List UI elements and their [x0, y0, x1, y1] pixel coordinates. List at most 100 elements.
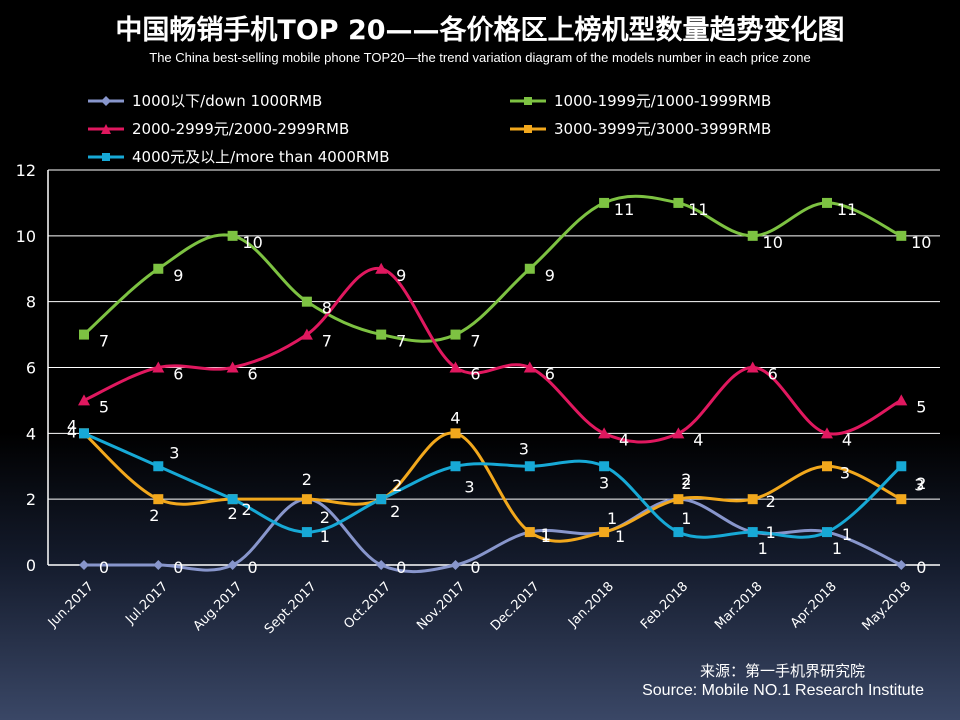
- data-point: [822, 527, 832, 538]
- x-tick-label: Apr.2018: [788, 579, 840, 631]
- series-line: [83, 194, 902, 343]
- data-label: 7: [99, 332, 109, 351]
- data-point: [449, 361, 462, 373]
- data-label: 0: [248, 558, 258, 577]
- legend-label-2000-2999: 2000-2999元/2000-2999RMB: [132, 120, 350, 138]
- legend-item-2000-2999: 2000-2999元/2000-2999RMB: [88, 118, 349, 139]
- data-label: 1: [842, 525, 852, 544]
- data-label: 7: [322, 332, 332, 351]
- data-label: 1: [320, 527, 330, 546]
- x-tick-label: Dec.2017: [488, 579, 543, 634]
- data-point: [524, 461, 535, 472]
- data-label: 3: [464, 477, 474, 496]
- data-label: 4: [450, 408, 460, 427]
- data-point: [747, 494, 758, 505]
- data-label: 8: [322, 299, 332, 318]
- chart-subtitle: The China best-selling mobile phone TOP2…: [149, 50, 811, 65]
- data-label: 9: [173, 266, 183, 285]
- data-label: 6: [768, 365, 778, 384]
- legend-swatch-3000-3999: [510, 122, 546, 136]
- data-point: [79, 329, 89, 340]
- x-tick-label: Jun.2017: [45, 579, 97, 631]
- data-label: 0: [916, 558, 926, 577]
- data-label: 2: [228, 504, 238, 523]
- data-label: 2: [681, 470, 691, 489]
- data-point: [896, 560, 907, 570]
- x-tick-label: Jul.2017: [122, 579, 171, 628]
- data-point: [598, 427, 611, 439]
- y-tick-label: 12: [16, 161, 36, 180]
- data-point: [673, 494, 684, 505]
- data-label: 1: [681, 509, 691, 528]
- data-point: [450, 329, 461, 340]
- x-tick-label: Mar.2018: [712, 579, 765, 632]
- data-label: 1: [766, 523, 776, 542]
- data-point: [747, 230, 758, 241]
- legend-swatch-1000-1999: [510, 94, 546, 108]
- data-point: [153, 494, 164, 505]
- legend-swatch-above-4000: [88, 150, 124, 164]
- data-label: 5: [916, 397, 926, 416]
- data-label: 2: [392, 476, 402, 495]
- data-point: [376, 494, 387, 505]
- data-point: [822, 197, 832, 208]
- x-tick-label: Oct.2017: [341, 579, 394, 632]
- y-tick-label: 4: [26, 424, 36, 443]
- data-point: [227, 494, 238, 505]
- x-tick-label: May.2018: [860, 579, 915, 634]
- data-point: [747, 527, 758, 538]
- legend-item-down-1000: 1000以下/down 1000RMB: [88, 90, 322, 111]
- legend-swatch-down-1000: [88, 94, 124, 108]
- data-point: [450, 461, 461, 472]
- data-point: [673, 197, 684, 208]
- data-point: [673, 527, 684, 538]
- y-tick-label: 6: [26, 359, 36, 378]
- y-tick-label: 0: [26, 556, 36, 575]
- data-label: 3: [169, 443, 179, 462]
- data-label: 10: [242, 233, 262, 252]
- data-point: [672, 427, 685, 439]
- x-tick-label: Jan.2018: [565, 579, 617, 631]
- data-point: [226, 361, 239, 373]
- data-point: [821, 427, 833, 439]
- data-label: 4: [693, 430, 703, 449]
- data-label: 2: [681, 474, 691, 493]
- data-point: [450, 560, 461, 570]
- data-point: [301, 527, 312, 538]
- x-tick-label: Nov.2017: [414, 579, 468, 633]
- legend-item-1000-1999: 1000-1999元/1000-1999RMB: [510, 90, 771, 111]
- legend-item-3000-3999: 3000-3999元/3000-3999RMB: [510, 118, 771, 139]
- data-label: 2: [320, 508, 330, 527]
- data-point: [153, 461, 164, 472]
- data-point: [300, 328, 313, 340]
- data-point: [78, 394, 90, 406]
- data-point: [822, 461, 832, 472]
- data-point: [301, 494, 312, 505]
- data-label: 11: [837, 200, 857, 219]
- data-label: 2: [149, 506, 159, 525]
- data-point: [524, 263, 535, 274]
- data-label: 6: [173, 365, 183, 384]
- legend-item-above-4000: 4000元及以上/more than 4000RMB: [88, 146, 390, 167]
- data-point: [79, 428, 89, 439]
- data-point: [152, 361, 165, 373]
- data-label: 7: [470, 332, 480, 351]
- data-label: 0: [99, 558, 109, 577]
- data-point: [376, 329, 387, 340]
- data-label: 3: [914, 475, 924, 494]
- y-tick-label: 8: [26, 293, 36, 312]
- source-cn: 来源：第一手机界研究院: [699, 662, 865, 680]
- data-point: [153, 560, 164, 570]
- data-label: 11: [614, 200, 634, 219]
- source-en: Source: Mobile NO.1 Research Institute: [642, 682, 924, 699]
- data-label: 2: [242, 500, 252, 519]
- data-point: [227, 560, 238, 570]
- data-point: [153, 263, 164, 274]
- series-line: [83, 431, 902, 543]
- data-label: 4: [67, 416, 77, 435]
- data-point: [227, 230, 238, 241]
- data-label: 7: [396, 332, 406, 351]
- data-label: 3: [519, 439, 529, 458]
- data-point: [523, 361, 536, 373]
